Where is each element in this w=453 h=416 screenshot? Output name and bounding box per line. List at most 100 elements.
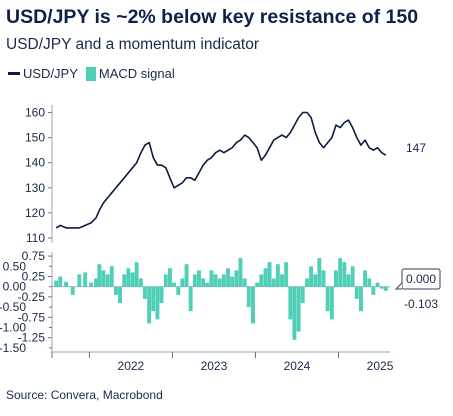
- x-tick-label: 2025: [367, 359, 394, 373]
- macd-bar: [242, 278, 247, 287]
- macd-bar: [309, 266, 313, 287]
- macd-bar: [338, 258, 343, 287]
- macd-bar: [383, 286, 388, 291]
- macd-bar: [367, 278, 372, 287]
- chart-subtitle: USD/JPY and a momentum indicator: [6, 36, 259, 53]
- macd-bar: [226, 268, 230, 287]
- reference-box-pointer: [394, 282, 403, 290]
- macd-bar: [97, 264, 102, 287]
- usdjpy-line: [55, 111, 387, 229]
- macd-bar: [130, 272, 135, 287]
- macd-bar: [325, 286, 330, 312]
- macd-bar: [234, 270, 239, 287]
- macd-bar: [126, 268, 131, 287]
- macd-bar: [284, 262, 289, 287]
- macd-bar: [213, 274, 218, 287]
- macd-bar: [209, 270, 214, 287]
- y-tick-label-macd: 0.25: [22, 269, 46, 283]
- macd-bar: [255, 282, 260, 287]
- macd-bar: [363, 270, 367, 287]
- macd-bar: [114, 286, 118, 295]
- macd-bar: [217, 278, 222, 287]
- macd-bar: [375, 282, 380, 287]
- macd-bar: [296, 286, 301, 332]
- macd-bar: [317, 258, 322, 287]
- macd-bar: [192, 274, 197, 287]
- reference-value-label: 0.000: [406, 272, 436, 286]
- legend-label-macd: MACD signal: [98, 66, 175, 81]
- last-value-usdjpy: 147: [406, 141, 426, 155]
- macd-bar: [83, 272, 88, 287]
- macd-bar: [134, 262, 139, 287]
- macd-bar: [342, 262, 347, 287]
- y-tick-label-macd-secondary: -1.50: [0, 341, 26, 355]
- macd-bar: [143, 286, 147, 299]
- macd-bar: [77, 274, 82, 287]
- macd-bar: [334, 270, 338, 287]
- y-tick-label-price: 140: [25, 156, 45, 170]
- macd-bar: [346, 274, 351, 287]
- source-note: Source: Convera, Macrobond: [6, 388, 163, 402]
- macd-bar: [163, 274, 168, 287]
- x-tick-label: 2024: [284, 359, 311, 373]
- macd-bar: [188, 286, 193, 312]
- macd-bar: [184, 264, 189, 287]
- macd-bar: [329, 286, 334, 320]
- macd-bar: [267, 262, 272, 287]
- macd-bar: [275, 264, 280, 287]
- macd-bar: [101, 270, 106, 287]
- macd-bar: [118, 286, 122, 303]
- y-tick-label-price: 160: [25, 106, 45, 120]
- macd-bar: [155, 286, 160, 320]
- y-tick-label-macd: -0.25: [18, 290, 46, 304]
- macd-bar: [138, 278, 143, 287]
- x-tick-label: 2022: [118, 359, 145, 373]
- macd-bar: [288, 286, 293, 320]
- macd-bar: [350, 266, 355, 287]
- macd-bar: [371, 286, 376, 295]
- macd-bar: [168, 268, 172, 287]
- legend-swatch-usdjpy: [8, 72, 20, 75]
- y-tick-label-macd: -1.25: [18, 331, 46, 345]
- macd-bar: [263, 268, 268, 287]
- macd-bar: [64, 281, 68, 287]
- y-tick-label-macd: 0.75: [22, 249, 46, 263]
- legend: USD/JPY MACD signal: [8, 66, 175, 81]
- macd-bar: [359, 286, 363, 312]
- y-tick-label-macd-secondary: -1.00: [0, 321, 26, 335]
- macd-bar: [109, 266, 114, 287]
- legend-swatch-macd: [85, 66, 96, 81]
- last-value-macd: -0.103: [404, 297, 438, 311]
- y-tick-label-price: 110: [26, 231, 45, 245]
- macd-bar: [147, 286, 152, 324]
- macd-bar: [151, 286, 156, 312]
- chart-title: USD/JPY is ~2% below key resistance of 1…: [6, 6, 419, 28]
- y-tick-label-price: 150: [25, 131, 45, 145]
- macd-bar: [230, 276, 235, 287]
- macd-bar: [251, 286, 255, 324]
- y-tick-label-macd-secondary: 0.00: [3, 280, 27, 294]
- macd-bar: [89, 282, 93, 287]
- y-tick-label-macd-secondary: 0.50: [3, 259, 27, 273]
- macd-bar: [313, 274, 318, 287]
- macd-bar: [280, 274, 284, 287]
- y-tick-label-price: 130: [25, 181, 45, 195]
- macd-bar: [259, 274, 264, 287]
- macd-bar: [159, 286, 164, 303]
- macd-bar: [246, 286, 251, 308]
- x-tick-label: 2023: [201, 359, 228, 373]
- y-tick-label-macd: -0.75: [18, 310, 46, 324]
- legend-label-usdjpy: USD/JPY: [23, 66, 78, 81]
- y-tick-label-macd-secondary: -0.50: [0, 300, 26, 314]
- macd-bar: [354, 286, 359, 299]
- macd-bar: [70, 286, 75, 295]
- macd-bar: [379, 286, 384, 289]
- macd-bar: [172, 282, 176, 287]
- macd-bar: [292, 286, 297, 340]
- macd-bar: [105, 274, 110, 287]
- macd-bar: [321, 270, 326, 287]
- y-tick-label-price: 120: [25, 206, 45, 220]
- macd-bar: [238, 258, 243, 287]
- reference-value-box: [401, 268, 441, 290]
